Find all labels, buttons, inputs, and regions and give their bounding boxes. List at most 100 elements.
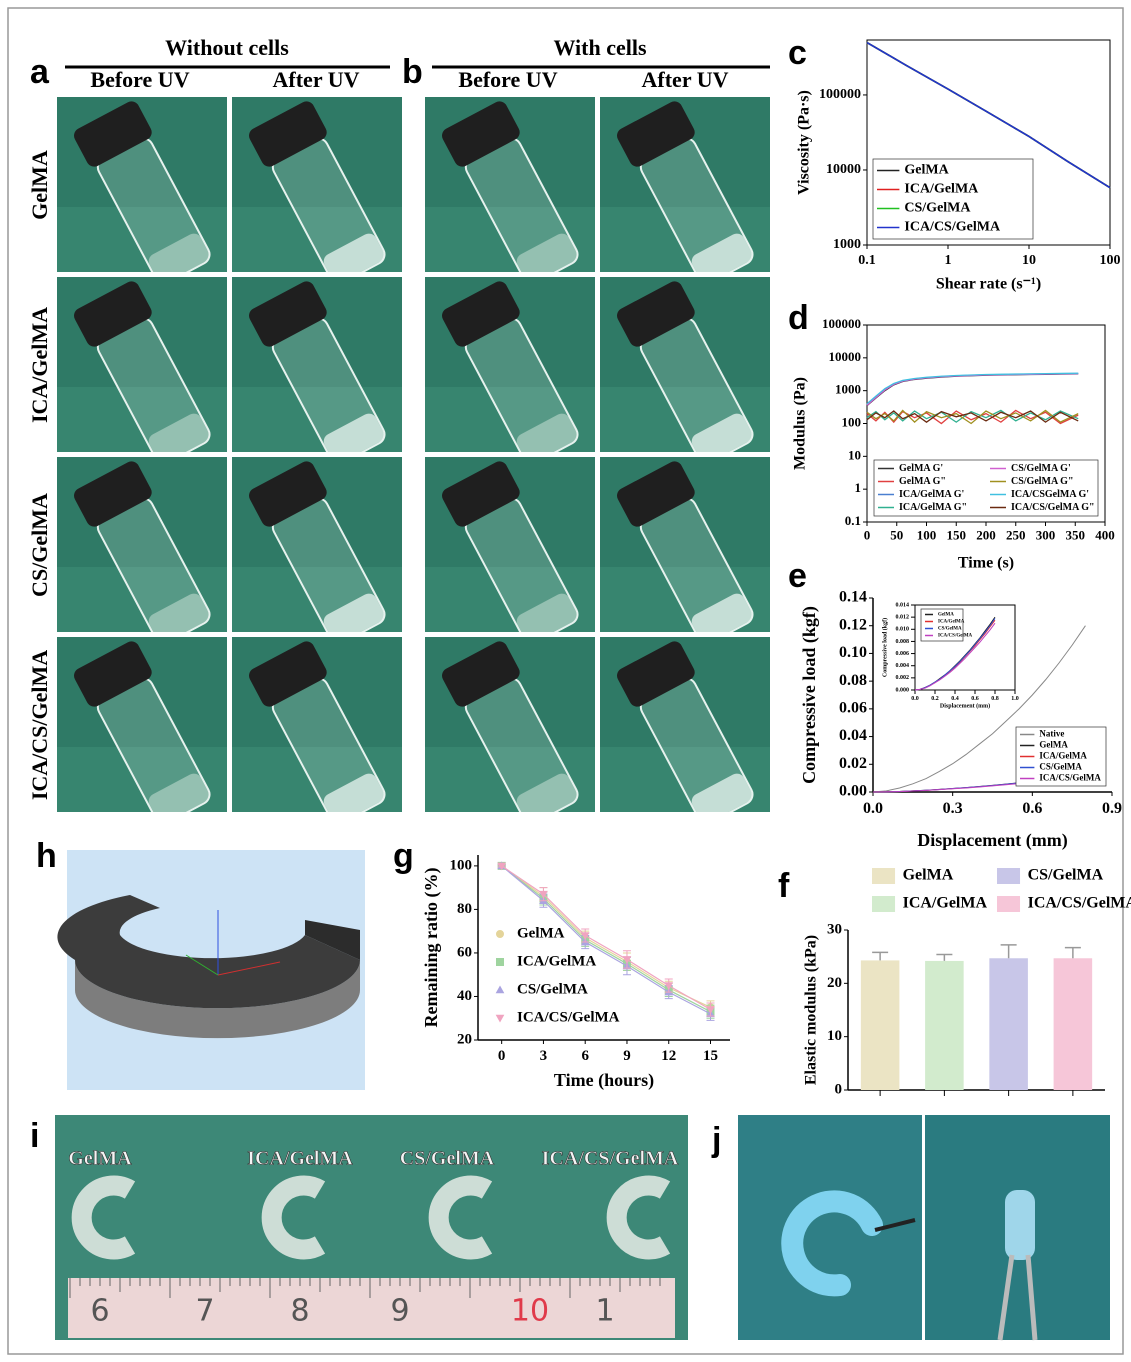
x-tick-label: 0.1 [858, 253, 876, 268]
x-tick-label: 100 [1100, 253, 1121, 268]
y-tick-label: 40 [457, 988, 472, 1004]
x-tick-label: 9 [623, 1048, 631, 1064]
legend-label: ICA/GelMA [938, 620, 965, 625]
x-tick-label: 0.0 [863, 800, 883, 817]
y-tick-label: 0.14 [839, 589, 867, 606]
y-tick-label: 0.02 [839, 755, 867, 772]
y-tick-label: 0.012 [896, 615, 910, 621]
ruler-number: 1 [595, 1294, 614, 1329]
y-tick-label: 0.010 [896, 627, 910, 633]
x-tick-label: 0.3 [943, 800, 963, 817]
y-tick-label: 0.12 [839, 616, 867, 633]
y-tick-label: 10000 [826, 162, 861, 177]
ruler [68, 1278, 675, 1338]
y-tick-label: 0.004 [896, 663, 910, 669]
x-tick-label: 3 [540, 1048, 548, 1064]
legend-label: ICA/CS/GelMA [938, 634, 973, 639]
legend-label: CS/GelMA G' [1011, 463, 1071, 474]
panel-label: f [778, 867, 790, 905]
panel-label: a [30, 53, 50, 91]
legend-label: GelMA [517, 925, 565, 941]
y-axis-label: Viscosity (Pa·s) [796, 90, 813, 195]
panel-label: e [788, 557, 807, 595]
ruler-number: 7 [195, 1294, 214, 1329]
y-tick-label: 0.10 [839, 644, 867, 661]
sample-label: ICA/CS/GelMA [542, 1148, 679, 1170]
legend-label: GelMA [904, 163, 949, 178]
legend-label: CS/GelMA [904, 201, 971, 216]
x-tick-label: 300 [1036, 528, 1056, 543]
y-tick-label: 60 [457, 944, 472, 960]
y-tick-label: 10 [848, 447, 861, 462]
x-tick-label: 0 [498, 1048, 506, 1064]
sample-label: GelMA [68, 1148, 132, 1170]
column-label: After UV [273, 67, 360, 92]
y-tick-label: 20 [457, 1031, 472, 1047]
legend-label: ICA/CS/GelMA [1039, 773, 1101, 783]
legend-label: ICA/GelMA [1039, 751, 1087, 761]
x-tick-label: 1.0 [1011, 696, 1019, 702]
row-label: ICA/CS/GelMA [27, 650, 52, 800]
y-tick-label: 10000 [829, 349, 862, 364]
y-axis-label: Compressive load (kgf) [799, 606, 820, 784]
y-tick-label: 1 [855, 480, 862, 495]
row-label: GelMA [27, 150, 52, 220]
legend-label: ICA/GelMA G" [899, 502, 967, 513]
legend-swatch [997, 896, 1020, 912]
ruler-number: 10 [511, 1294, 549, 1329]
ruler-number: 6 [90, 1294, 109, 1329]
legend-label: GelMA [938, 613, 954, 618]
legend-label: ICA/CS/GelMA [517, 1009, 620, 1025]
x-tick-label: 0.6 [1022, 800, 1042, 817]
panel-label: g [393, 837, 414, 875]
x-tick-label: 350 [1066, 528, 1086, 543]
legend-label: ICA/GelMA [517, 953, 596, 969]
legend-swatch [872, 896, 895, 912]
x-axis-label: Displacement (mm) [917, 830, 1067, 851]
y-tick-label: 0 [835, 1081, 843, 1097]
y-tick-label: 100 [450, 857, 473, 873]
panel-label: h [36, 837, 57, 875]
y-tick-label: 1000 [833, 237, 861, 252]
marker [497, 959, 504, 966]
bar [989, 958, 1028, 1090]
ruler-number: 9 [390, 1294, 409, 1329]
column-label: Before UV [90, 67, 189, 92]
legend-label: GelMA [903, 867, 954, 884]
legend-label: ICA/GelMA G' [899, 489, 964, 500]
panel-label: b [402, 53, 423, 91]
x-tick-label: 6 [581, 1048, 589, 1064]
y-axis-label: Compressive load (kgf) [881, 618, 888, 677]
x-axis-label: Time (hours) [554, 1070, 654, 1091]
y-tick-label: 0.006 [896, 651, 910, 657]
photo [738, 1115, 922, 1340]
photo [232, 97, 402, 290]
x-axis-label: Displacement (mm) [940, 702, 990, 709]
photo [57, 277, 227, 470]
y-tick-label: 0.00 [839, 783, 867, 800]
y-tick-label: 100000 [819, 87, 861, 102]
hydrogel [1005, 1190, 1035, 1260]
x-tick-label: 0.8 [991, 696, 999, 702]
photo [425, 637, 595, 830]
x-tick-label: 0 [864, 528, 871, 543]
y-axis-label: Remaining ratio (%) [421, 868, 442, 1028]
bar [925, 961, 964, 1090]
legend-label: ICA/CS/GelMA [1028, 895, 1131, 912]
y-tick-label: 0.1 [845, 513, 861, 528]
y-tick-label: 1000 [835, 382, 861, 397]
x-tick-label: 150 [947, 528, 967, 543]
legend-label: GelMA [1039, 740, 1068, 750]
legend-label: GelMA G' [899, 463, 943, 474]
x-tick-label: 15 [703, 1048, 718, 1064]
x-tick-label: 0.9 [1102, 800, 1122, 817]
photo [232, 277, 402, 470]
legend-label: CS/GelMA G" [1011, 476, 1074, 487]
x-tick-label: 50 [890, 528, 903, 543]
sample-label: ICA/GelMA [247, 1148, 353, 1170]
x-tick-label: 0.6 [971, 696, 979, 702]
legend-label: Native [1039, 729, 1064, 739]
x-tick-label: 0.4 [951, 696, 959, 702]
photo [232, 457, 402, 650]
photo [600, 277, 770, 470]
